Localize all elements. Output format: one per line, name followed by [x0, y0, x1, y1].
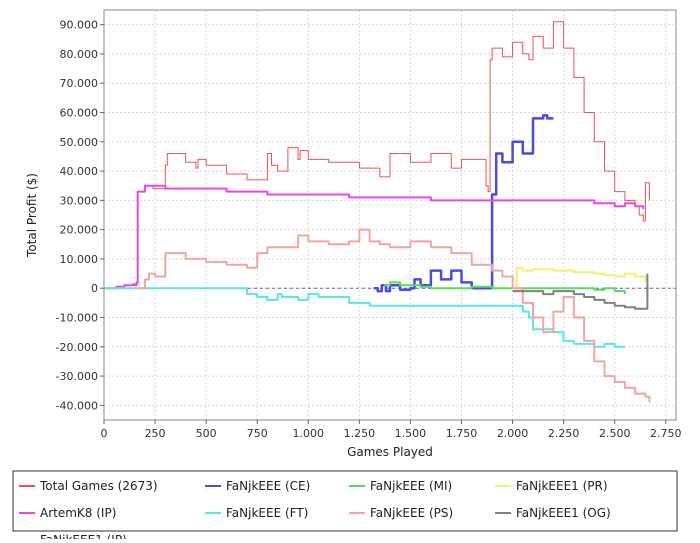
y-tick-label: -10.000 — [56, 312, 98, 325]
plot-frame — [103, 9, 677, 421]
legend-item-artemk8-ip: ArtemK8 (IP) — [19, 506, 116, 520]
x-tick-label: 2.250 — [548, 427, 580, 440]
y-tick-label: -40.000 — [56, 399, 98, 412]
legend-item-fanjkeee-ce: FaNjkEEE (CE) — [205, 479, 310, 493]
series-line-artemk8-ip — [104, 184, 645, 290]
y-tick-label: 30.000 — [60, 194, 99, 207]
legend-label: FaNjkEEE1 (IP) — [40, 533, 127, 539]
series-line-fanjkeee-ft — [104, 287, 625, 348]
legend-item-fanjkeee-ps: FaNjkEEE (PS) — [349, 506, 453, 520]
x-tick-label: 250 — [145, 427, 166, 440]
y-tick-label: 70.000 — [60, 77, 99, 90]
legend-label: FaNjkEEE (FT) — [226, 506, 308, 520]
legend-item-fanjkeee1-ip: FaNjkEEE1 (IP) — [19, 533, 127, 543]
legend-items: Total Games (2673) FaNjkEEE (CE) FaNjkEEE … — [19, 479, 611, 543]
legend-label: FaNjkEEE (CE) — [226, 479, 310, 493]
series-line-total-games-2673 — [104, 21, 650, 289]
plot-area — [104, 10, 676, 420]
x-tick-label: 2.000 — [497, 427, 529, 440]
series-layer — [104, 21, 651, 403]
x-tick-label: 1.250 — [344, 427, 376, 440]
legend-label: FaNjkEEE1 (PR) — [516, 479, 608, 493]
legend-item-total-games-2673: Total Games (2673) — [19, 479, 158, 493]
x-axis-title: Games Played — [347, 445, 433, 459]
y-tick-label: 20.000 — [60, 224, 99, 237]
x-tick-label: 1.000 — [293, 427, 325, 440]
x-tick-label: 1.750 — [446, 427, 478, 440]
x-tick-label: 0 — [101, 427, 108, 440]
axes: 0 250 500 750 1.000 1.250 1.500 1.750 2.000 2.250… — [56, 19, 682, 440]
legend-item-fanjkeee-ft: FaNjkEEE (FT) — [205, 506, 308, 520]
y-tick-label: 0 — [91, 282, 98, 295]
x-tick-label: 2.750 — [650, 427, 682, 440]
series-line-fanjkeee1-pr — [512, 266, 647, 290]
y-tick-label: 50.000 — [60, 136, 99, 149]
legend-label: ArtemK8 (IP) — [40, 506, 116, 520]
y-tick-label: -30.000 — [56, 370, 98, 383]
legend-item-fanjkeee1-og: FaNjkEEE1 (OG) — [495, 506, 611, 520]
y-tick-label: -20.000 — [56, 341, 98, 354]
x-tick-label: 1.500 — [395, 427, 427, 440]
legend-label: FaNjkEEE (MI) — [370, 479, 452, 493]
x-tick-label: 2.500 — [599, 427, 631, 440]
y-tick-label: 80.000 — [60, 48, 99, 61]
legend-label: FaNjkEEE1 (OG) — [516, 506, 611, 520]
series-line-fanjkeee-mi — [383, 281, 626, 295]
legend-item-fanjkeee1-pr: FaNjkEEE1 (PR) — [495, 479, 608, 493]
x-tick-label: 500 — [196, 427, 217, 440]
x-tick-label: 750 — [247, 427, 268, 440]
y-tick-label: 60.000 — [60, 107, 99, 120]
y-axis-title: Total Profit ($) — [25, 173, 39, 258]
legend-item-fanjkeee-mi: FaNjkEEE (MI) — [349, 479, 452, 493]
y-tick-label: 40.000 — [60, 165, 99, 178]
series-line-fanjkeee1-og — [512, 273, 649, 310]
series-line-fanjkeee-ps — [136, 228, 651, 403]
legend — [12, 470, 678, 532]
y-tick-label: 10.000 — [60, 253, 99, 266]
legend-label: Total Games (2673) — [39, 479, 158, 493]
series-line-fanjkeee-ce — [373, 114, 554, 293]
legend-label: FaNjkEEE (PS) — [370, 506, 453, 520]
y-tick-label: 90.000 — [60, 19, 99, 32]
